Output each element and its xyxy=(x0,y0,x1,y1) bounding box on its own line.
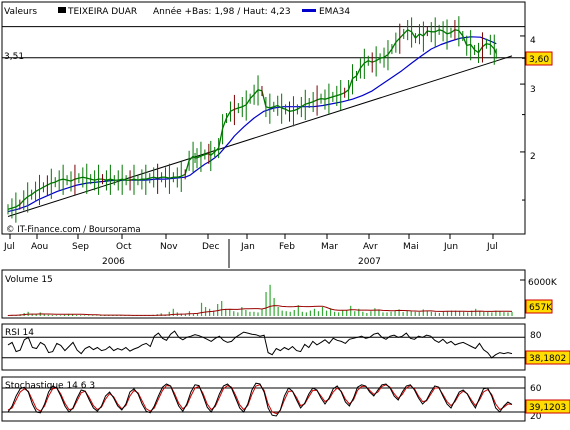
stochastic-panel-frame xyxy=(1,376,526,422)
legend-valeurs-label: Valeurs xyxy=(4,7,37,17)
rsi-value-label: 38,1802 xyxy=(529,354,566,364)
x-tick-label: Jan xyxy=(240,242,255,252)
legend-ema-label: EMA34 xyxy=(319,7,350,17)
rsi-polyline xyxy=(7,330,513,359)
volume-panel-frame xyxy=(1,269,526,319)
volume-average-line xyxy=(7,305,513,316)
stochastic-panel: Stochastique 14 6 3 60 20 39,1203 xyxy=(1,376,570,422)
watermark-text: © IT-Finance.com / Boursorama xyxy=(6,225,141,235)
ytick-label: 4 xyxy=(530,36,536,46)
last-price-badge xyxy=(525,51,553,66)
volume-average-polyline xyxy=(7,305,513,316)
x-tick-label: Sep xyxy=(72,242,89,252)
legend-range-label: Année +Bas: 1,98 / Haut: 4,23 xyxy=(153,6,291,17)
x-tick-label: Mar xyxy=(321,242,338,252)
x-tick-label: Feb xyxy=(279,242,295,252)
ema-swatch xyxy=(302,9,316,12)
rsi-value-badge xyxy=(525,350,570,365)
hline-value-label: 3,51 xyxy=(4,52,24,62)
x-axis: Jul Aou Sep Oct Nov Dec Jan Feb Mar Avr Mai Jun Jul 2… xyxy=(3,234,498,268)
year-label: 2007 xyxy=(358,257,381,267)
ytick-label: 3 xyxy=(530,85,536,95)
stochastic-k-line xyxy=(7,382,513,417)
volume-value-badge xyxy=(525,299,553,314)
x-tick-label: Oct xyxy=(116,242,132,252)
x-tick-label: Avr xyxy=(363,242,378,252)
stochastic-k-polyline xyxy=(7,382,513,417)
rsi-reference-lines xyxy=(2,336,525,359)
main-hlines xyxy=(2,26,525,59)
security-swatch xyxy=(58,7,66,13)
main-panel-frame xyxy=(1,1,526,235)
x-tick-label: Aou xyxy=(31,242,48,252)
last-price-label: 3,60 xyxy=(529,55,549,65)
x-tick-label: Mai xyxy=(403,242,419,252)
stochastic-ytick-label: 20 xyxy=(530,412,542,422)
stochastic-ytick-label: 60 xyxy=(530,384,542,394)
main-grid xyxy=(520,35,525,201)
stochastic-title: Stochastique 14 6 3 xyxy=(5,381,95,391)
volume-title: Volume 15 xyxy=(5,275,53,285)
rsi-ytick-label: 80 xyxy=(530,331,542,341)
x-tick-label: Jun xyxy=(443,242,458,252)
x-tick-label: Jul xyxy=(486,242,498,252)
rsi-panel: RSI 14 80 38,1802 xyxy=(1,323,570,371)
rsi-title: RSI 14 xyxy=(5,328,34,338)
x-tick-label: Dec xyxy=(202,242,219,252)
rsi-panel-frame xyxy=(1,323,526,371)
x-tick-label: Nov xyxy=(160,242,178,252)
stochastic-value-badge xyxy=(525,399,570,414)
trend-polyline xyxy=(7,55,513,217)
price-line xyxy=(7,16,497,223)
ytick-label: 2 xyxy=(530,152,536,162)
trend-line xyxy=(7,55,513,217)
stochastic-value-label: 39,1203 xyxy=(529,403,566,413)
volume-ytick-label: 6000K xyxy=(528,278,558,288)
x-tick-label: Jul xyxy=(3,242,15,252)
main-panel: Valeurs TEIXEIRA DUAR Année +Bas: 1,98 /… xyxy=(1,1,553,235)
volume-value-label: 657K xyxy=(529,303,553,313)
legend-security-label: TEIXEIRA DUAR xyxy=(67,7,137,17)
rsi-line xyxy=(7,330,513,359)
year-label: 2006 xyxy=(102,257,125,267)
volume-panel: Volume 15 6000K 657K xyxy=(1,269,558,319)
